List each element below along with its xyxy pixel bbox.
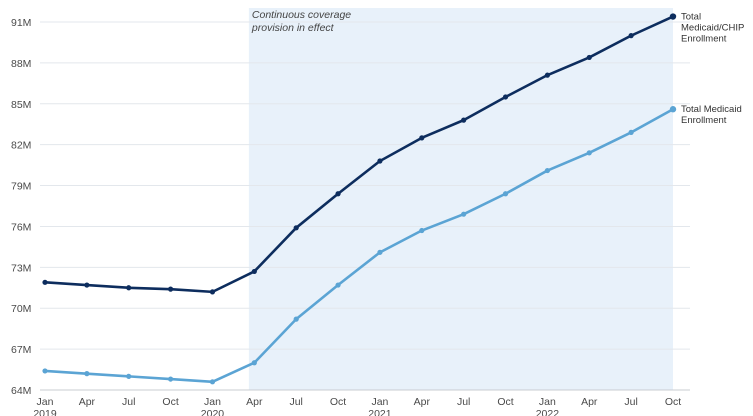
y-tick-label: 76M <box>11 221 31 233</box>
data-point <box>335 191 341 197</box>
x-tick-label: Apr <box>581 396 598 408</box>
data-point <box>502 191 509 197</box>
x-tick-label: Oct <box>330 396 346 408</box>
x-tick-label: Oct <box>497 396 513 408</box>
shaded-region-label: Continuous coverage <box>252 9 351 21</box>
data-point <box>669 106 677 113</box>
shaded-region-label: provision in effect <box>251 22 335 34</box>
data-point <box>84 282 90 288</box>
data-point <box>461 211 467 217</box>
x-tick-year-label: 2020 <box>201 408 225 416</box>
x-tick-label: Jul <box>122 396 135 408</box>
x-tick-label: Apr <box>414 396 431 408</box>
data-point <box>209 379 216 385</box>
data-point <box>251 360 257 366</box>
x-tick-label: Jul <box>624 396 637 408</box>
x-tick-label: Jan <box>539 396 556 408</box>
data-point <box>628 129 634 135</box>
data-point <box>84 371 90 377</box>
x-tick-year-label: 2022 <box>536 408 560 416</box>
x-tick-label: Jan <box>371 396 388 408</box>
data-point <box>419 135 425 141</box>
series-line <box>43 107 675 384</box>
y-tick-label: 64M <box>11 385 31 397</box>
x-tick-label: Jul <box>457 396 470 408</box>
x-tick-year-label: 2021 <box>368 408 392 416</box>
series-end-label: Enrollment <box>681 115 727 126</box>
y-tick-label: 79M <box>11 181 31 193</box>
data-point <box>42 279 48 285</box>
data-point <box>669 13 677 20</box>
data-point <box>586 150 592 156</box>
data-point <box>544 167 551 174</box>
y-tick-label: 67M <box>11 344 31 356</box>
data-point <box>126 285 132 291</box>
data-point <box>251 268 257 275</box>
shaded-region <box>248 8 673 390</box>
x-tick-label: Oct <box>162 396 178 408</box>
x-tick-label: Jan <box>204 396 221 408</box>
series-end-label: Medicaid/CHIP <box>681 23 744 34</box>
y-tick-label: 73M <box>11 262 31 274</box>
y-tick-label: 85M <box>11 99 31 111</box>
x-tick-label: Oct <box>665 396 681 408</box>
x-tick-label: Apr <box>246 396 263 408</box>
data-point <box>628 33 634 39</box>
data-point <box>461 117 467 123</box>
data-point <box>293 316 299 322</box>
y-tick-label: 91M <box>11 17 31 29</box>
data-point <box>377 249 383 255</box>
data-point <box>335 282 341 288</box>
data-point <box>126 373 132 379</box>
data-point <box>586 54 592 61</box>
data-point <box>168 376 174 382</box>
data-point <box>377 158 383 164</box>
data-point <box>42 368 48 374</box>
data-point <box>209 289 216 295</box>
x-tick-label: Jul <box>289 396 302 408</box>
data-point <box>419 227 425 234</box>
data-point <box>502 94 509 100</box>
y-tick-label: 88M <box>11 58 31 70</box>
series-end-label: Total Medicaid <box>681 104 742 115</box>
y-tick-label: 82M <box>11 140 31 152</box>
series-end-label: Total <box>681 12 701 23</box>
data-point <box>544 72 551 78</box>
x-tick-label: Apr <box>79 396 96 408</box>
series-line <box>43 15 675 294</box>
y-tick-label: 70M <box>11 303 31 315</box>
data-point <box>293 225 299 231</box>
x-tick-label: Jan <box>37 396 54 408</box>
data-point <box>168 286 174 292</box>
x-tick-year-label: 2019 <box>33 408 57 416</box>
series-end-label: Enrollment <box>681 34 727 45</box>
